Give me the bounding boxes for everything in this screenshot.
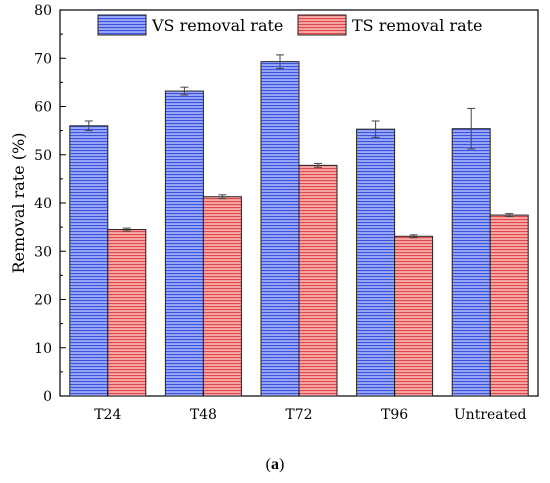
x-tick-label: T72 [285,407,312,423]
x-tick-label: T24 [94,407,121,423]
legend-label-vs: VS removal rate [151,16,283,35]
legend-label-ts: TS removal rate [352,16,483,35]
figure-caption: (a) [265,456,285,473]
y-tick-label: 0 [43,389,52,405]
bar-vs [356,128,396,397]
legend-swatch-ts [297,14,347,36]
bar-vs [69,125,109,397]
bar-ts [489,214,529,397]
legend-swatch-vs [97,14,147,36]
y-tick-label: 40 [34,196,52,212]
y-tick-label: 50 [34,148,52,164]
y-tick-label: 30 [34,244,52,260]
figure-caption-letter: a [271,456,279,473]
bar-chart: 0 10 20 30 40 50 60 70 80 Removal rate (%) T24 T48 T… [9,3,539,423]
bar-ts [202,196,242,397]
y-tick-label: 60 [34,100,52,116]
y-tick-label: 80 [34,3,52,19]
x-tick-label: Untreated [454,407,527,423]
bar-ts [394,235,434,397]
x-tick-label: T96 [381,407,408,423]
bar-ts [298,164,338,397]
bar-vs [164,90,204,397]
bar-vs [451,128,491,397]
y-tick-label: 20 [34,293,52,309]
bar-vs [260,61,300,397]
x-tick-label: T48 [190,407,217,423]
y-tick-label: 10 [34,341,52,357]
y-tick-label: 70 [34,51,52,67]
y-axis-label: Removal rate (%) [9,133,28,274]
bar-ts [107,229,147,397]
